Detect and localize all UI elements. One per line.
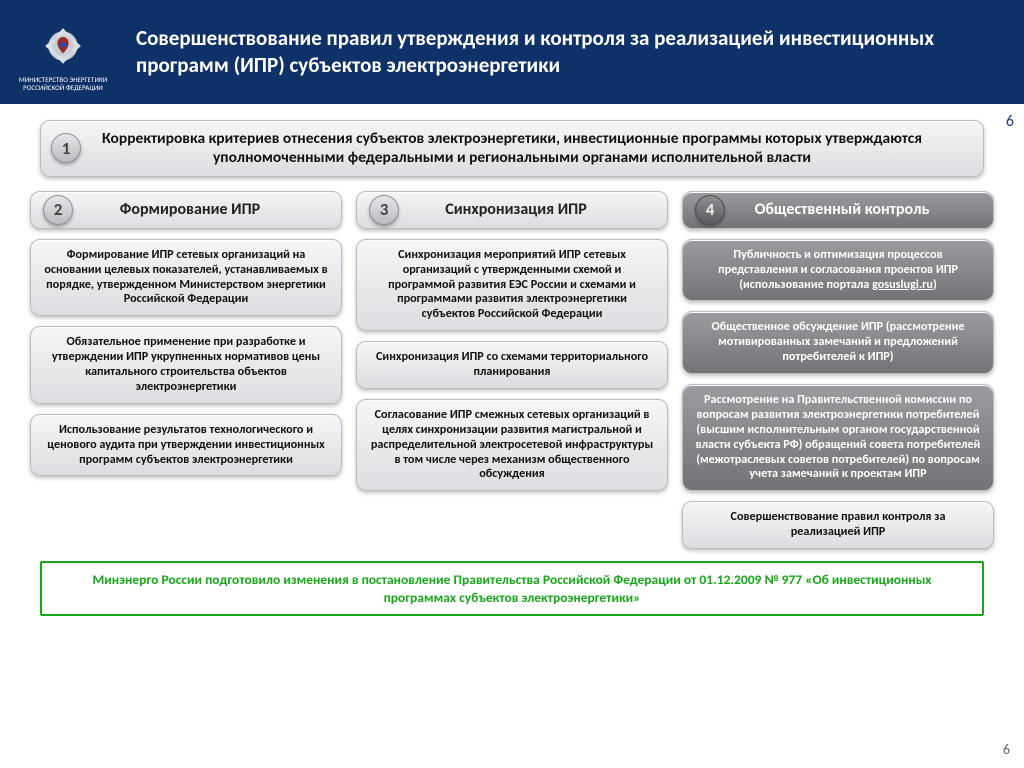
- ministry-emblem-block: МИНИСТЕРСТВО ЭНЕРГЕТИКИ РОССИЙСКОЙ ФЕДЕР…: [0, 12, 126, 92]
- slide-header: МИНИСТЕРСТВО ЭНЕРГЕТИКИ РОССИЙСКОЙ ФЕДЕР…: [0, 0, 1024, 104]
- tab-title: Общественный контроль: [737, 200, 981, 219]
- section-tabs: 2 Формирование ИПР 3 Синхронизация ИПР 4 Обще…: [30, 191, 994, 229]
- info-card: Общественное обсуждение ИПР (рассмотрени…: [682, 311, 994, 374]
- tab-badge: 4: [695, 195, 725, 225]
- info-card: Обязательное применение при разработке и…: [30, 326, 342, 404]
- ministry-caption: МИНИСТЕРСТВО ЭНЕРГЕТИКИ РОССИЙСКОЙ ФЕДЕР…: [19, 76, 107, 92]
- tab-title: Формирование ИПР: [85, 200, 329, 219]
- columns: Формирование ИПР сетевых организаций на …: [30, 239, 994, 549]
- info-card: Рассмотрение на Правительственной комисс…: [682, 384, 994, 491]
- tab-title: Синхронизация ИПР: [411, 200, 655, 219]
- info-card: Синхронизация ИПР со схемами территориал…: [356, 341, 668, 389]
- page-number-bottom: 6: [1003, 741, 1010, 758]
- footer-note: Минэнерго России подготовило изменения в…: [40, 561, 984, 616]
- page-number-top: 6: [1006, 112, 1014, 131]
- column-public-control: Публичность и оптимизация процессов пред…: [682, 239, 994, 549]
- info-card: Совершенствование правил контроля за реа…: [682, 501, 994, 549]
- slide-title: Совершенствование правил утверждения и к…: [126, 25, 1000, 80]
- column-formation: Формирование ИПР сетевых организаций на …: [30, 239, 342, 549]
- section-tab: 3 Синхронизация ИПР: [356, 191, 668, 229]
- info-card: Согласование ИПР смежных сетевых организ…: [356, 399, 668, 491]
- section-tab: 4 Общественный контроль: [682, 191, 994, 229]
- section-1-badge: 1: [51, 133, 81, 163]
- section-1-card: 1 Корректировка критериев отнесения субъ…: [40, 120, 984, 177]
- slide-content: 1 Корректировка критериев отнесения субъ…: [0, 104, 1024, 616]
- rf-emblem-icon: [35, 18, 91, 74]
- tab-badge: 3: [369, 195, 399, 225]
- column-sync: Синхронизация мероприятий ИПР сетевых ор…: [356, 239, 668, 549]
- section-tab: 2 Формирование ИПР: [30, 191, 342, 229]
- info-card: Публичность и оптимизация процессов пред…: [682, 239, 994, 302]
- info-card: Формирование ИПР сетевых организаций на …: [30, 239, 342, 317]
- tab-badge: 2: [43, 195, 73, 225]
- info-card: Синхронизация мероприятий ИПР сетевых ор…: [356, 239, 668, 331]
- section-1-text: Корректировка критериев отнесения субъек…: [53, 129, 971, 168]
- info-card: Использование результатов технологическо…: [30, 414, 342, 477]
